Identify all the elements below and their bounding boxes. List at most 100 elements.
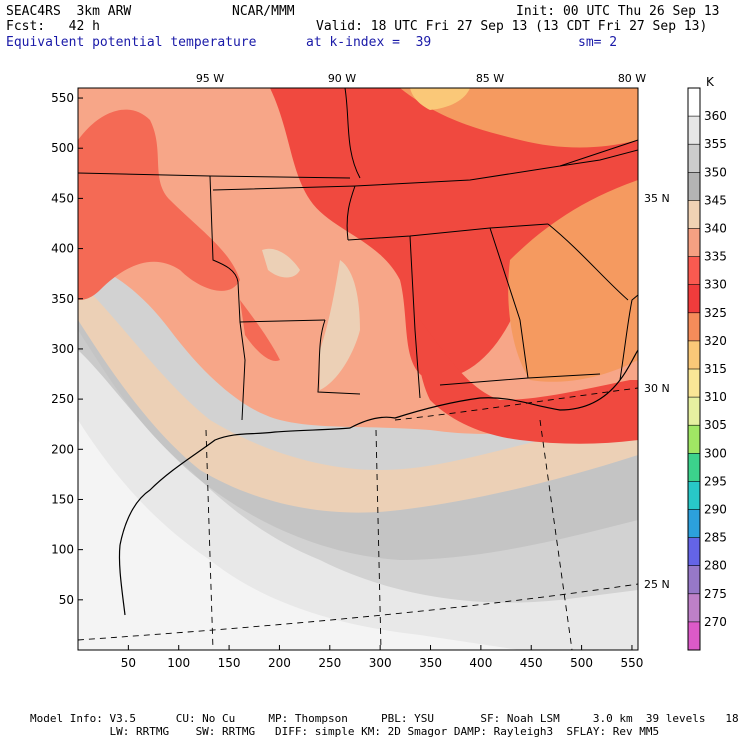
colorbar-swatch — [688, 200, 700, 229]
colorbar-swatch — [688, 228, 700, 257]
colorbar-label: 315 — [704, 362, 727, 376]
state-line-tn-ky — [354, 139, 638, 187]
field-yellow-northeast — [410, 88, 470, 110]
theta-e-field — [78, 88, 638, 650]
field-tan-inland — [320, 260, 360, 390]
forecast-hour: Fcst: 42 h — [6, 19, 100, 34]
y-tick-label: 450 — [51, 191, 74, 205]
state-line-ms-tn — [347, 223, 549, 241]
longitude-labels: 95 W 90 W 85 W 80 W — [196, 72, 646, 85]
colorbar-swatch — [688, 369, 700, 398]
x-tick-label: 150 — [218, 656, 241, 670]
y-tick-label: 200 — [51, 442, 74, 456]
lat-label: 35 N — [644, 192, 670, 205]
meridian-85w — [539, 419, 573, 650]
colorbar-label: 280 — [704, 559, 727, 573]
field-tan-north — [262, 248, 300, 278]
colorbar-swatch — [688, 425, 700, 454]
state-line-nc — [559, 149, 638, 167]
model-info-line1: Model Info: V3.5 CU: No Cu MP: Thompson … — [30, 712, 740, 725]
parallel-30n — [394, 387, 638, 421]
colorbar-label: 330 — [704, 278, 727, 292]
latlon-grid — [78, 387, 638, 650]
init-time: Init: 00 UTC Thu 26 Sep 13 — [516, 4, 720, 19]
colorbar-unit: K — [706, 75, 715, 89]
state-line-al-ga — [489, 227, 529, 379]
field-orange-southeast — [508, 180, 638, 382]
colorbar-swatch — [688, 256, 700, 285]
x-tick-label: 500 — [570, 656, 593, 670]
colorbar-label: 320 — [704, 334, 727, 348]
colorbar-label: 310 — [704, 390, 727, 404]
colorbar-label: 270 — [704, 615, 727, 629]
x-tick-label: 450 — [520, 656, 543, 670]
colorbar-label: 345 — [704, 193, 727, 207]
field-red-southeast — [418, 320, 638, 444]
lat-label: 25 N — [644, 578, 670, 591]
coastline-atlantic — [619, 294, 638, 381]
colorbar-swatch — [688, 509, 700, 538]
colorbar-swatch — [688, 621, 700, 650]
x-tick-label: 550 — [621, 656, 644, 670]
valid-time: Valid: 18 UTC Fri 27 Sep 13 (13 CDT Fri … — [316, 19, 708, 34]
meridian-95w — [205, 429, 214, 650]
colorbar-swatch — [688, 312, 700, 341]
y-tick-label: 100 — [51, 543, 74, 557]
colorbar-label: 340 — [704, 222, 727, 236]
x-tick-label: 350 — [419, 656, 442, 670]
y-tick-label: 400 — [51, 242, 74, 256]
colorbar-label: 290 — [704, 503, 727, 517]
colorbar-label: 350 — [704, 165, 727, 179]
y-tick-label: 550 — [51, 91, 74, 105]
smoothing-label: sm= 2 — [578, 35, 618, 50]
x-axis: 50 100 150 200 250 300 350 400 450 500 550 — [121, 645, 644, 670]
field-red-north — [270, 88, 638, 380]
colorbar: 360 355 350 345 340 335 330 325 320 315 310 305 300 2… — [687, 75, 727, 651]
coastline-texas-south — [118, 544, 126, 616]
colorbar-swatch — [688, 116, 700, 145]
y-tick-label: 300 — [51, 342, 74, 356]
colorbar-swatch — [688, 481, 700, 510]
colorbar-swatch — [688, 88, 700, 117]
coastline-gulf — [119, 349, 638, 546]
latitude-labels: 35 N 30 N 25 N — [644, 192, 670, 591]
model-title: SEAC4RS 3km ARW — [6, 4, 132, 19]
colorbar-label: 325 — [704, 306, 727, 320]
lat-label: 30 N — [644, 382, 670, 395]
colorbar-label: 355 — [704, 137, 727, 151]
political-boundaries — [78, 88, 638, 616]
colorbar-swatch — [688, 453, 700, 482]
meridian-90w — [375, 429, 382, 650]
x-tick-label: 50 — [121, 656, 136, 670]
x-tick-label: 200 — [268, 656, 291, 670]
y-tick-label: 50 — [59, 593, 74, 607]
field-white-gulf — [78, 420, 520, 650]
field-name: Equivalent potential temperature — [6, 35, 257, 50]
colorbar-label: 360 — [704, 109, 727, 123]
y-tick-label: 150 — [51, 492, 74, 506]
colorbar-label: 275 — [704, 587, 727, 601]
colorbar-swatch — [688, 593, 700, 622]
lon-label: 95 W — [196, 72, 224, 85]
y-tick-label: 250 — [51, 392, 74, 406]
field-orange-northeast — [400, 88, 638, 148]
state-line-ok-tx — [209, 175, 239, 283]
field-red-west-strip — [240, 300, 280, 361]
lon-label: 85 W — [476, 72, 504, 85]
colorbar-swatch — [688, 144, 700, 173]
field-tan-band — [78, 280, 638, 513]
state-line-tx-la — [239, 321, 246, 421]
colorbar-swatch — [688, 284, 700, 313]
plot-frame — [77, 87, 639, 651]
state-line-mo — [344, 88, 361, 179]
model-info-line2: LW: RRTMG SW: RRTMG DIFF: simple KM: 2D … — [30, 725, 660, 738]
state-line-ga-sc — [547, 223, 629, 301]
colorbar-label: 335 — [704, 250, 727, 264]
colorbar-swatch — [688, 565, 700, 594]
colorbar-swatch — [688, 340, 700, 369]
level-label: at k-index = 39 — [306, 35, 432, 50]
institution-label: NCAR/MMM — [232, 4, 295, 19]
colorbar-swatch — [688, 537, 700, 566]
y-axis: 50 100 150 200 250 300 350 400 450 500 550 — [51, 91, 83, 607]
